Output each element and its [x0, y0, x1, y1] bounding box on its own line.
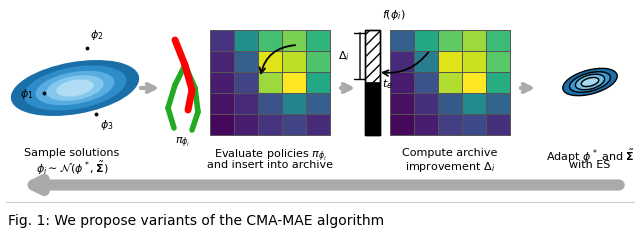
Ellipse shape — [35, 71, 115, 105]
Bar — [210, 30, 234, 51]
Bar — [234, 114, 258, 135]
Text: improvement $\Delta_i$: improvement $\Delta_i$ — [405, 160, 495, 174]
Bar — [438, 93, 462, 114]
Bar — [390, 51, 414, 72]
Ellipse shape — [56, 80, 94, 97]
Text: Fig. 1: We propose variants of the CMA-MAE algorithm: Fig. 1: We propose variants of the CMA-M… — [8, 214, 384, 228]
Text: $\phi_i \sim \mathcal{N}(\phi^*, \tilde{\boldsymbol{\Sigma}})$: $\phi_i \sim \mathcal{N}(\phi^*, \tilde{… — [36, 160, 108, 177]
Text: Compute archive: Compute archive — [403, 148, 498, 158]
Bar — [258, 114, 282, 135]
Text: $\phi_1$: $\phi_1$ — [20, 87, 34, 101]
Bar — [258, 93, 282, 114]
Bar — [462, 114, 486, 135]
Bar — [234, 30, 258, 51]
Text: $\phi_3$: $\phi_3$ — [100, 118, 113, 132]
Bar — [462, 51, 486, 72]
Ellipse shape — [11, 60, 139, 116]
Bar — [438, 72, 462, 93]
Text: Sample solutions: Sample solutions — [24, 148, 120, 158]
Bar — [258, 51, 282, 72]
Bar — [306, 72, 330, 93]
Bar — [486, 72, 510, 93]
Bar — [258, 72, 282, 93]
Bar — [462, 93, 486, 114]
Text: $\phi_2$: $\phi_2$ — [90, 28, 104, 42]
Bar — [365, 30, 380, 135]
Ellipse shape — [570, 72, 611, 92]
Bar — [365, 30, 380, 135]
Bar — [390, 114, 414, 135]
Bar — [390, 72, 414, 93]
Bar — [486, 30, 510, 51]
Ellipse shape — [46, 75, 104, 101]
Text: with ES: with ES — [570, 160, 611, 170]
Bar — [210, 72, 234, 93]
Bar — [282, 93, 306, 114]
Bar — [210, 93, 234, 114]
Bar — [438, 30, 462, 51]
Bar — [306, 51, 330, 72]
Bar — [390, 93, 414, 114]
Text: $\Delta_i$: $\Delta_i$ — [338, 49, 350, 63]
Text: $\pi_{\phi_i}$: $\pi_{\phi_i}$ — [175, 136, 191, 150]
Bar — [414, 30, 438, 51]
Bar — [438, 51, 462, 72]
Text: $t_e$: $t_e$ — [382, 77, 393, 91]
Bar — [486, 114, 510, 135]
Bar — [282, 30, 306, 51]
Text: Adapt $\phi^*$ and $\tilde{\boldsymbol{\Sigma}}$: Adapt $\phi^*$ and $\tilde{\boldsymbol{\… — [546, 148, 634, 165]
Ellipse shape — [581, 78, 599, 87]
Bar — [210, 51, 234, 72]
Bar — [390, 30, 414, 51]
Bar — [210, 114, 234, 135]
Bar — [282, 114, 306, 135]
Bar — [462, 72, 486, 93]
Bar — [414, 51, 438, 72]
Bar — [462, 30, 486, 51]
Ellipse shape — [563, 68, 617, 96]
Bar — [258, 30, 282, 51]
Bar — [306, 93, 330, 114]
Ellipse shape — [575, 74, 605, 90]
Bar — [282, 51, 306, 72]
Bar — [234, 51, 258, 72]
Bar — [282, 72, 306, 93]
Bar — [414, 72, 438, 93]
Bar — [486, 93, 510, 114]
Bar — [234, 93, 258, 114]
Ellipse shape — [24, 65, 126, 111]
Bar — [486, 51, 510, 72]
Text: and insert into archive: and insert into archive — [207, 160, 333, 170]
Bar — [438, 114, 462, 135]
Text: Evaluate policies $\pi_{\phi_i}$: Evaluate policies $\pi_{\phi_i}$ — [214, 148, 326, 164]
Bar — [414, 114, 438, 135]
Bar — [234, 72, 258, 93]
Bar — [365, 82, 380, 135]
Text: $f(\phi_i)$: $f(\phi_i)$ — [382, 8, 406, 22]
Bar — [306, 30, 330, 51]
Bar — [306, 114, 330, 135]
Bar — [414, 93, 438, 114]
